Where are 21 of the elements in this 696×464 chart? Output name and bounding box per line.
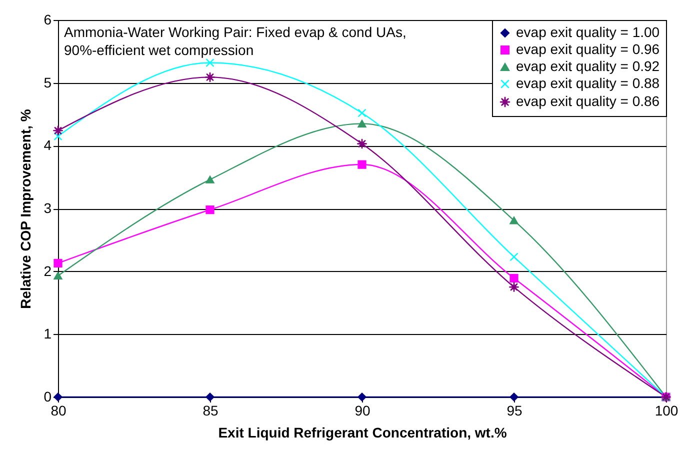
y-tick-label: 1 [44,326,52,342]
y-tick-label: 2 [44,262,52,279]
y-tick-label: 0 [44,388,52,404]
legend-label: evap exit quality = 0.86 [516,93,660,109]
y-tick-label: 3 [44,200,52,216]
x-tick-label: 100 [654,402,678,418]
annotation: Ammonia-Water Working Pair: Fixed evap & cond UAs, [64,24,406,40]
x-tick-label: 90 [354,402,370,418]
legend-label: evap exit quality = 0.88 [516,75,660,91]
legend-label: evap exit quality = 0.92 [516,58,660,74]
legend-label: evap exit quality = 1.00 [516,24,660,40]
annotation: 90%-efficient wet compression [64,42,254,58]
y-tick-label: 6 [44,12,52,28]
y-tick-label: 5 [44,74,52,90]
x-tick-label: 85 [202,402,218,418]
y-axis-title: Relative COP Improvement, % [18,108,34,309]
x-axis-title: Exit Liquid Refrigerant Concentration, wt.% [218,424,508,440]
legend-label: evap exit quality = 0.96 [516,41,660,57]
x-tick-label: 95 [506,402,522,418]
y-tick-label: 4 [44,137,52,154]
x-tick-label: 80 [50,402,66,418]
